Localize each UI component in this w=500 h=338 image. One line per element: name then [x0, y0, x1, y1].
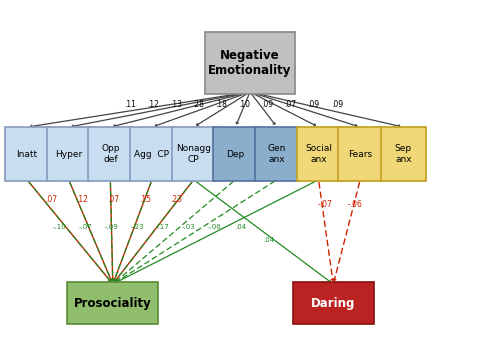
FancyBboxPatch shape [296, 127, 341, 182]
FancyBboxPatch shape [5, 127, 49, 182]
Text: Inatt: Inatt [16, 150, 38, 159]
Text: .07: .07 [45, 195, 57, 204]
Text: .09: .09 [261, 100, 274, 109]
Text: Fears: Fears [348, 150, 372, 159]
Text: -.06: -.06 [347, 200, 362, 210]
Text: .09: .09 [330, 100, 343, 109]
Text: Hyper: Hyper [55, 150, 82, 159]
Text: .07: .07 [108, 195, 120, 204]
Text: .07: .07 [284, 100, 296, 109]
Text: .12: .12 [76, 195, 88, 204]
Text: Agg  CP: Agg CP [134, 150, 170, 159]
Text: Negative
Emotionality: Negative Emotionality [208, 49, 292, 77]
FancyBboxPatch shape [172, 127, 216, 182]
Text: -.09: -.09 [104, 224, 118, 231]
Text: -.07: -.07 [318, 200, 333, 210]
Text: .28: .28 [192, 100, 204, 109]
FancyBboxPatch shape [130, 127, 174, 182]
FancyBboxPatch shape [88, 127, 132, 182]
Text: Daring: Daring [311, 297, 356, 310]
Text: Nonagg
CP: Nonagg CP [176, 144, 211, 164]
FancyBboxPatch shape [293, 283, 374, 324]
Text: Prosociality: Prosociality [74, 297, 152, 310]
FancyBboxPatch shape [381, 127, 426, 182]
Text: -.10: -.10 [53, 224, 66, 231]
FancyBboxPatch shape [46, 127, 91, 182]
Text: .13: .13 [170, 100, 181, 109]
Text: Dep: Dep [226, 150, 244, 159]
Text: .09: .09 [307, 100, 319, 109]
Text: -.07: -.07 [78, 224, 92, 231]
Text: -.06: -.06 [208, 224, 222, 231]
Text: .10: .10 [238, 100, 250, 109]
Text: Gen
anx: Gen anx [268, 144, 286, 164]
Text: .12: .12 [147, 100, 158, 109]
FancyBboxPatch shape [68, 283, 158, 324]
FancyBboxPatch shape [338, 127, 382, 182]
Text: .11: .11 [124, 100, 136, 109]
Text: Opp
def: Opp def [101, 144, 119, 164]
Text: .23: .23 [170, 195, 182, 204]
Text: -.17: -.17 [156, 224, 170, 231]
Text: Social
anx: Social anx [305, 144, 332, 164]
FancyBboxPatch shape [213, 127, 258, 182]
Text: .04: .04 [263, 237, 274, 243]
Text: -.03: -.03 [182, 224, 196, 231]
Text: .15: .15 [138, 195, 150, 204]
Text: Sep
anx: Sep anx [395, 144, 412, 164]
Text: .18: .18 [216, 100, 228, 109]
FancyBboxPatch shape [255, 127, 299, 182]
FancyBboxPatch shape [204, 32, 296, 94]
Text: .04: .04 [235, 224, 246, 231]
Text: -.23: -.23 [130, 224, 144, 231]
